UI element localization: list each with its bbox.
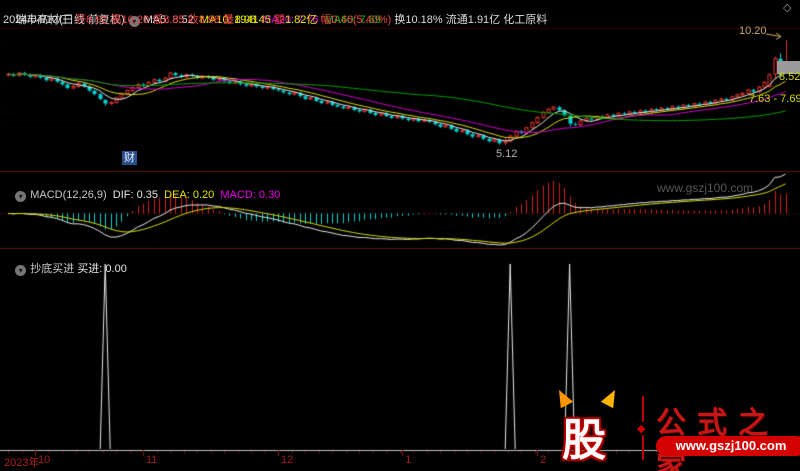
text-segment: 换10.18% — [394, 14, 446, 26]
corner-diamond-icon[interactable]: ◇ — [783, 2, 792, 14]
text-segment: DEA: 0.20 — [164, 189, 221, 201]
text-segment: 低8.85 — [152, 14, 188, 26]
watermark-text: www.gszj100.com — [657, 181, 754, 195]
collapse-icon[interactable]: ▾ — [128, 16, 140, 27]
news-badge-icon[interactable]: 财 — [122, 151, 137, 165]
axis-month-label: 2 — [540, 454, 547, 466]
text-segment: 194145 — [234, 14, 274, 26]
text-segment: 量 — [223, 14, 235, 26]
text-segment: 额 — [273, 14, 285, 26]
text-segment: MACD: 0.30 — [220, 189, 281, 201]
axis-month-label: 12 — [281, 454, 294, 466]
text-segment: MA20: 7.76 — [262, 14, 325, 26]
text-segment: MA5: 8.52 — [143, 14, 200, 26]
text-segment: 流通1.91亿 — [445, 14, 504, 26]
low-price-label: 5.12 — [496, 148, 518, 160]
text-segment: MA10: 8.08 — [199, 14, 263, 26]
high-price-label: 10.20 — [739, 25, 767, 37]
axis-month-label: 11 — [146, 454, 158, 466]
text-segment: 2024/04/10/三 — [3, 14, 76, 26]
title-bar: 瑞丰高材(日线 前复权) ▾ MA5: 8.52 MA10: 8.08 MA20: … — [3, 1, 381, 40]
text-segment: 化工原料 — [503, 14, 548, 26]
quote-info-bar: 2024/04/10/三 开8.92 高10.20 低8.85 收8.98 量1… — [3, 14, 547, 27]
logo-site-name: 公式之家 — [656, 407, 779, 471]
text-segment: 幅0.46(5.40%) — [320, 14, 395, 26]
stock-title: 瑞丰高材(日线 前复权) — [15, 14, 125, 26]
axis-month-label: 10 — [38, 454, 51, 466]
collapse-icon[interactable]: ▾ — [15, 191, 27, 202]
logo-divider: ◆ — [637, 396, 646, 460]
price-tag-box — [777, 61, 800, 74]
axis-year-label: 2023年 — [4, 457, 40, 469]
text-segment: MACD(12,26,9) — [30, 189, 113, 201]
text-segment: 买进: 0.00 — [77, 263, 127, 275]
macd-legend: MACD(12,26,9) DIF: 0.35 DEA: 0.20 MACD: … — [30, 189, 280, 201]
axis-month-label: 1 — [405, 454, 412, 466]
collapse-icon[interactable]: ▾ — [15, 265, 27, 276]
ma-legend: MA5: 8.52 MA10: 8.08 MA20: 7.76 MA60: 7.… — [144, 14, 381, 26]
text-segment: 抄底买进 — [30, 263, 78, 275]
text-segment: 收8.98 — [187, 14, 224, 26]
diamond-icon: ◆ — [637, 422, 646, 435]
text-segment: DIF: 0.35 — [112, 189, 165, 201]
gszj-logo: 股 ◆ 公式之家 www.gszj100.com — [548, 386, 800, 471]
signal-header: ▾ 抄底买进 买进: 0.00 — [3, 250, 127, 289]
logo-site-url: www.gszj100.com — [656, 436, 800, 456]
ma5-price-tag: 8.52 — [779, 71, 800, 83]
logo-gu-character: 股 — [562, 416, 606, 465]
text-segment: 高10.20 — [110, 14, 153, 26]
macd-header: ▾ MACD(12,26,9) DIF: 0.35 DEA: 0.20 MACD:… — [3, 176, 280, 215]
ma-band-price-tag: 7.63 - 7.69 — [749, 93, 800, 105]
text-segment: MA60: 7.69 — [324, 14, 381, 26]
text-segment: 开8.92 — [75, 14, 111, 26]
signal-legend: 抄底买进 买进: 0.00 — [30, 263, 127, 275]
text-segment: 1.82亿 — [284, 14, 321, 26]
